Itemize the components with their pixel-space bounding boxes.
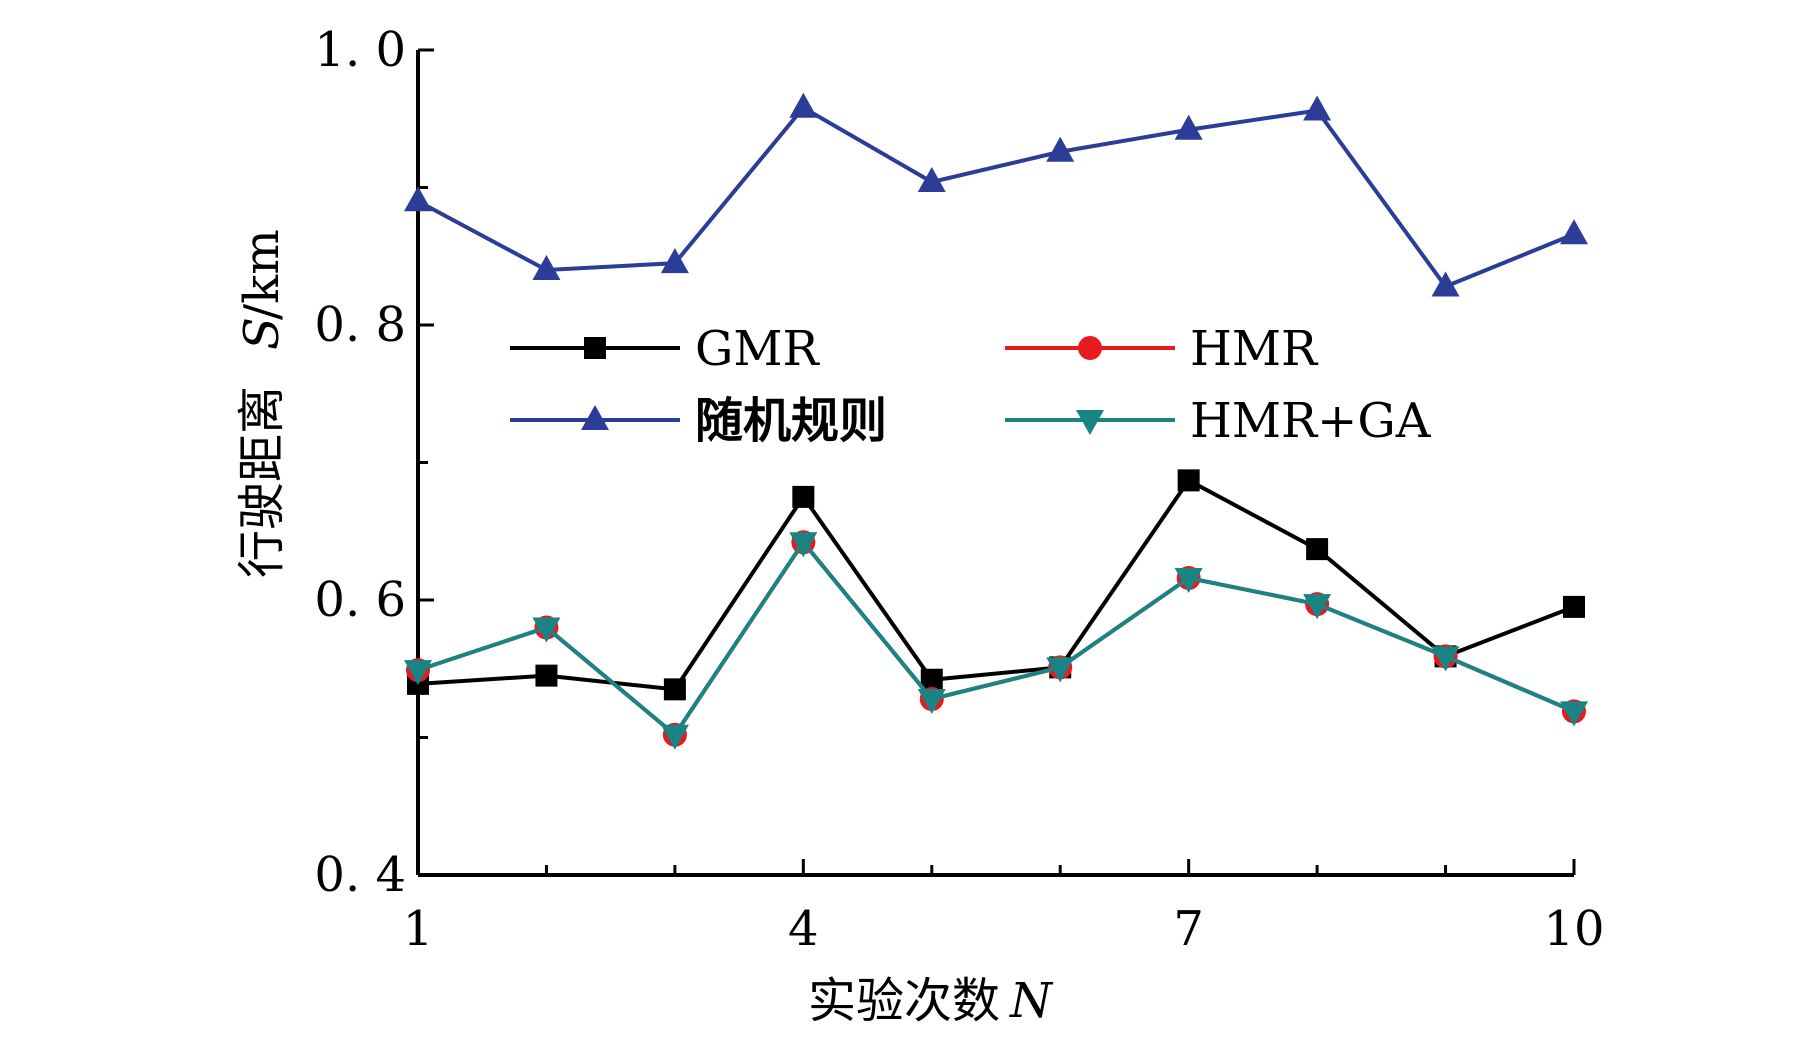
x-tick-label: 4 <box>788 901 819 957</box>
y-tick-label: 1. 0 <box>314 22 406 78</box>
legend: GMR HMR 随机规则 HMR+GA <box>510 321 1432 449</box>
data-point <box>1431 646 1460 672</box>
axis-titles: 实验次数 N 行驶距离 S /km <box>234 229 1054 1029</box>
series-line <box>417 105 1575 289</box>
data-point <box>792 485 815 508</box>
y-axis-title-unit: /km <box>234 229 290 320</box>
legend-marker <box>1078 336 1102 360</box>
x-tick-label: 1 <box>403 901 434 957</box>
data-point <box>1174 568 1203 593</box>
legend-entry: HMR <box>1005 321 1319 377</box>
legend-marker <box>1076 410 1104 435</box>
legend-entry: GMR <box>510 321 820 377</box>
data-point <box>660 724 689 750</box>
y-tick-label: 0. 4 <box>314 847 406 903</box>
data-point <box>1046 657 1075 683</box>
legend-label: 随机规则 <box>695 393 887 449</box>
data-point <box>1306 538 1329 561</box>
legend-entry: HMR+GA <box>1005 393 1432 449</box>
data-point <box>1177 469 1200 492</box>
data-point <box>1303 594 1332 620</box>
y-axis-title: 行驶距离 <box>234 386 290 578</box>
data-point <box>1431 271 1460 297</box>
data-point <box>917 689 946 714</box>
data-point <box>920 668 943 691</box>
data-point <box>532 255 561 280</box>
data-point <box>404 660 432 686</box>
data-point <box>1560 219 1588 245</box>
series-group <box>404 92 1588 297</box>
x-axis-title: 实验次数 <box>808 973 1000 1029</box>
series-line <box>417 538 1575 738</box>
data-point <box>1303 95 1332 121</box>
y-tick-label: 0. 6 <box>314 572 406 628</box>
series-layer <box>404 92 1588 750</box>
x-axis-title-variable: N <box>1009 973 1054 1029</box>
y-tick-label: 0. 8 <box>314 297 406 353</box>
data-point <box>1563 595 1585 618</box>
legend-label: HMR+GA <box>1190 393 1432 449</box>
data-point <box>1046 136 1075 162</box>
data-point <box>917 167 946 192</box>
legend-label: GMR <box>695 321 820 377</box>
data-point <box>789 532 818 558</box>
series-line <box>417 477 1575 692</box>
series-group <box>406 530 1586 747</box>
axes: 1 4 7 10 0. 4 0. 6 0. 8 1. 0 <box>314 22 1604 957</box>
x-tick-label: 7 <box>1173 901 1204 957</box>
data-point <box>1560 701 1588 727</box>
data-point <box>789 92 818 118</box>
data-point <box>1174 114 1203 140</box>
legend-entry: 随机规则 <box>510 393 887 449</box>
y-axis-title-variable: S <box>234 317 290 350</box>
data-point <box>404 186 432 212</box>
data-point <box>663 678 686 701</box>
data-point <box>660 248 689 274</box>
legend-marker <box>584 337 606 359</box>
data-point <box>532 617 561 643</box>
series-group <box>404 532 1588 750</box>
legend-marker <box>581 405 609 430</box>
legend-label: HMR <box>1190 321 1319 377</box>
data-point <box>535 664 558 687</box>
series-group <box>407 469 1585 701</box>
x-tick-label: 10 <box>1543 901 1604 957</box>
